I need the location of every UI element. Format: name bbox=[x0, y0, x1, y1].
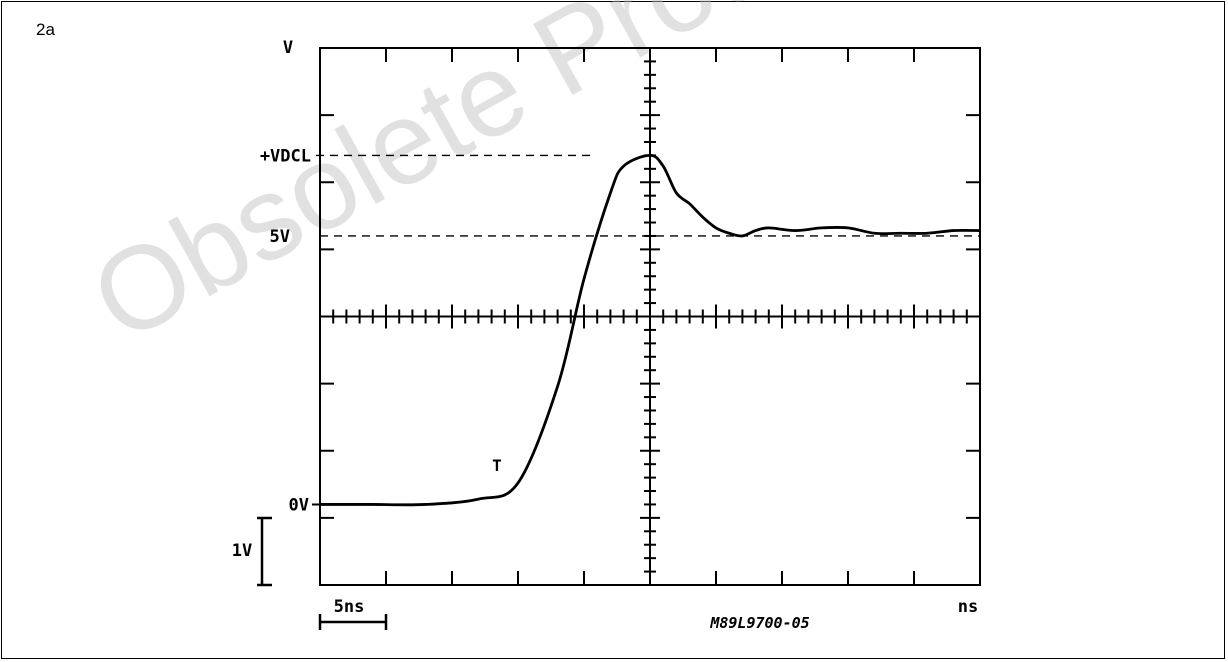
y-scale-label: 1V bbox=[232, 541, 252, 561]
x-scale-bar bbox=[318, 614, 388, 630]
0v-label: 0V bbox=[289, 495, 309, 515]
y-scale-bar bbox=[257, 516, 272, 587]
trigger-label: T bbox=[492, 456, 502, 475]
waveform-trace bbox=[320, 154, 981, 507]
y-axis-unit-label: V bbox=[283, 38, 293, 58]
x-axis-unit-label: ns bbox=[958, 597, 978, 617]
5v-label: 5V bbox=[270, 227, 290, 247]
reference-code: M89L9700-05 bbox=[709, 614, 809, 632]
x-scale-label: 5ns bbox=[334, 597, 365, 617]
graticule bbox=[319, 47, 981, 586]
vdcl-label: +VDCL bbox=[260, 146, 311, 166]
figure-label: 2a bbox=[36, 20, 55, 39]
